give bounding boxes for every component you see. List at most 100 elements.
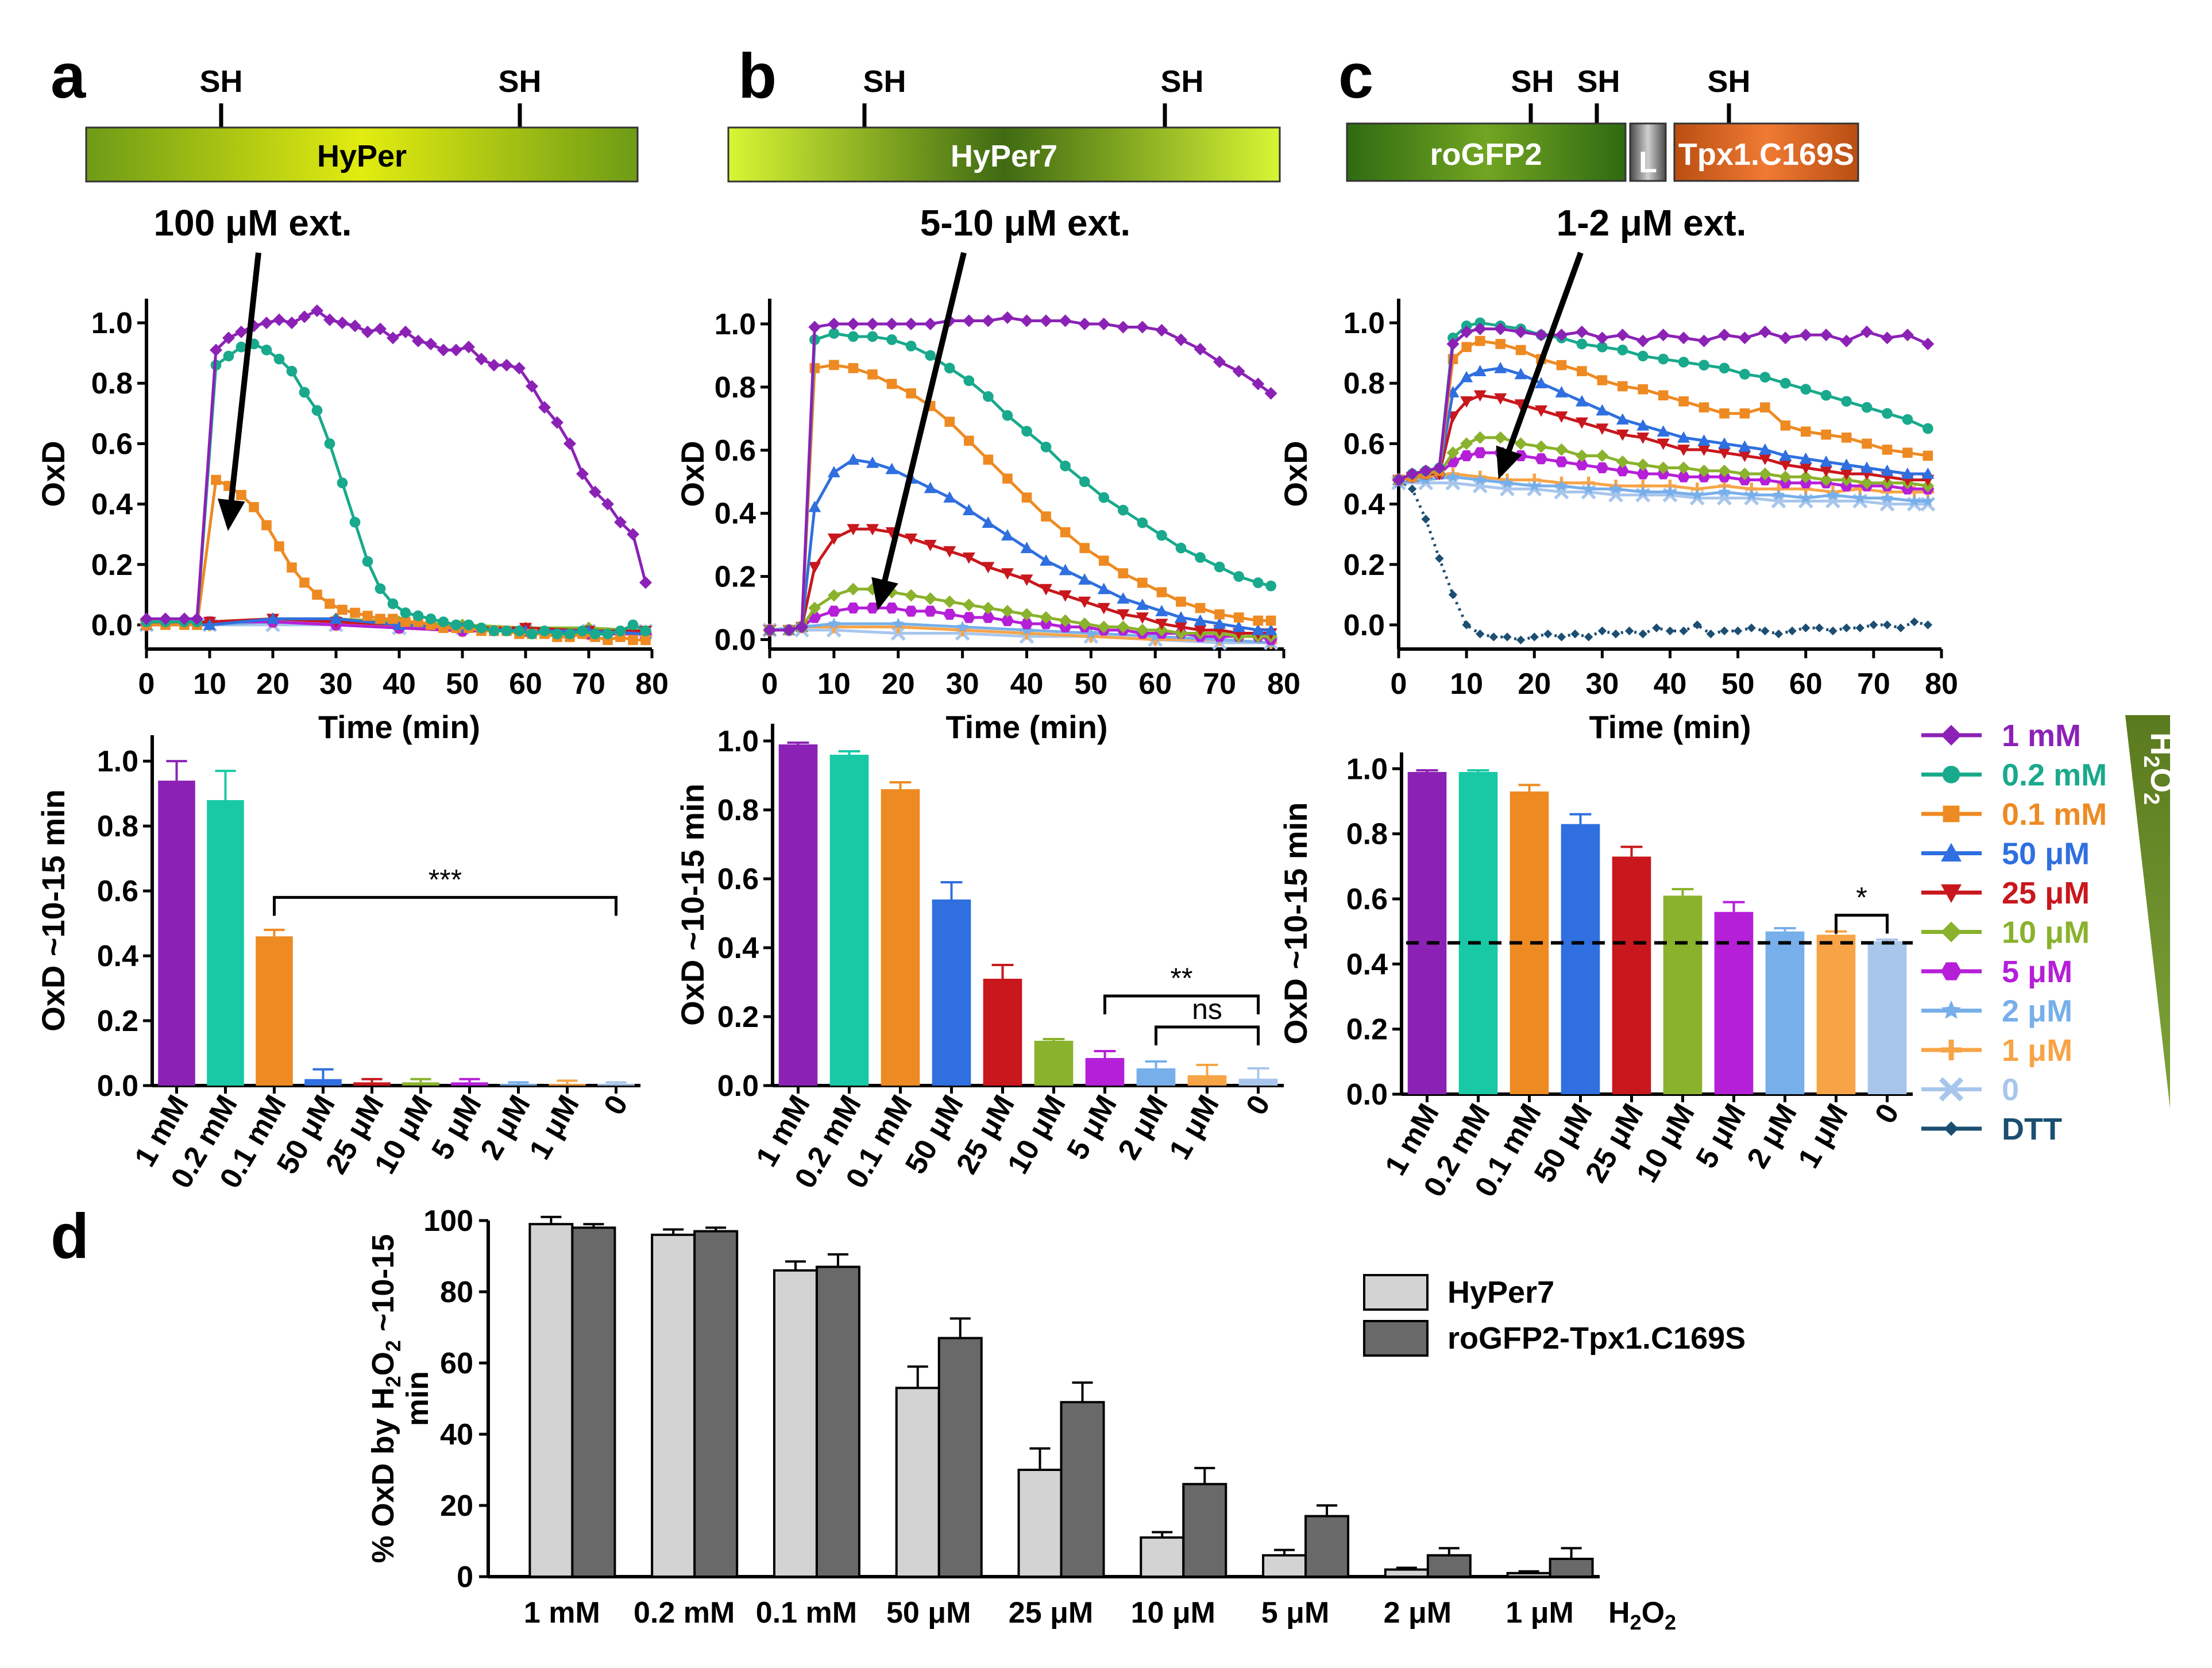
significance-bracket <box>1835 913 1889 934</box>
bar <box>1034 1041 1074 1086</box>
bar <box>1612 856 1651 1094</box>
y-axis-title-line2: min <box>400 1371 435 1426</box>
data-point <box>1638 384 1649 395</box>
data-point <box>312 589 322 600</box>
x-tick-label: 1 μM <box>1792 1098 1854 1174</box>
data-point <box>267 612 279 624</box>
data-point <box>1194 625 1207 637</box>
bar <box>304 1079 342 1086</box>
data-point <box>350 608 360 618</box>
data-point <box>1118 568 1129 578</box>
data-point <box>924 539 937 551</box>
data-point <box>640 626 651 636</box>
legend-item: 0.1 mM <box>1921 797 2107 832</box>
data-point <box>1020 574 1033 586</box>
y-tick-label: 60 <box>440 1347 473 1380</box>
sh-label: SH <box>1160 64 1203 99</box>
y-tick-label: 0.4 <box>715 497 756 531</box>
data-point <box>956 620 969 632</box>
data-point <box>1460 450 1473 461</box>
data-point <box>1609 482 1622 495</box>
data-point <box>1555 411 1568 423</box>
threshold-label: 100 μM ext. <box>153 202 352 244</box>
data-point <box>1020 608 1033 621</box>
series-line <box>770 363 1271 632</box>
significance-label: ns <box>1192 993 1222 1025</box>
x-tick-label: 30 <box>946 667 979 701</box>
data-point <box>311 304 323 318</box>
data-point <box>1002 410 1013 421</box>
series-line <box>770 527 1271 635</box>
data-point <box>1691 488 1704 500</box>
data-point <box>374 322 387 335</box>
data-point <box>1233 612 1244 623</box>
x-tick-label: 50 μM <box>886 1596 971 1630</box>
threshold-label: 5-10 μM ext. <box>920 202 1130 244</box>
data-point <box>1801 623 1810 632</box>
threshold-label: 1-2 μM ext. <box>1557 202 1747 244</box>
data-point <box>1175 621 1187 634</box>
construct-a: SH SH HyPer 100 μM ext. <box>85 64 639 244</box>
series-line <box>1398 478 1928 642</box>
data-point <box>639 576 652 589</box>
data-point <box>924 592 937 605</box>
data-point <box>905 533 918 545</box>
y-tick-label: 0.6 <box>97 875 138 908</box>
y-tick-label: 0.8 <box>1346 818 1388 851</box>
legend-marker <box>1941 962 1962 980</box>
data-point <box>1881 331 1894 345</box>
data-point <box>1447 470 1459 482</box>
data-point <box>1923 620 1933 630</box>
series-line <box>770 458 1271 632</box>
data-point <box>1636 458 1650 472</box>
series-line <box>146 342 647 636</box>
data-point <box>1758 443 1771 455</box>
data-point <box>325 599 335 609</box>
data-point <box>866 603 879 614</box>
x-tick-label: 80 <box>1267 667 1300 701</box>
data-point <box>1117 592 1130 604</box>
legend-marker <box>1939 1077 1964 1102</box>
data-point <box>983 454 994 465</box>
data-point <box>962 314 975 327</box>
data-point <box>925 350 936 361</box>
bar <box>1136 1068 1176 1086</box>
data-point <box>795 620 808 634</box>
legend-item: HyPer7 <box>1363 1274 1554 1311</box>
x-tick-label: 50 <box>1074 667 1107 701</box>
data-point <box>867 331 878 342</box>
data-point <box>1584 632 1593 642</box>
bar <box>1017 1469 1063 1578</box>
data-point <box>827 533 840 545</box>
legend-swatch <box>1363 1320 1429 1357</box>
x-tick-label: 70 <box>1203 667 1236 701</box>
data-point <box>1078 573 1091 585</box>
legend-item: 25 μM <box>1921 876 2090 910</box>
bar <box>1187 1075 1227 1086</box>
data-point <box>462 341 475 354</box>
data-point <box>808 562 821 574</box>
y-tick-label: 0.2 <box>1346 1013 1388 1047</box>
data-point <box>1421 515 1430 524</box>
y-tick-label: 0.8 <box>91 367 133 400</box>
y-tick-label: 0.2 <box>717 1001 759 1034</box>
data-point <box>867 369 878 380</box>
data-point <box>1233 571 1245 582</box>
data-point <box>905 605 918 617</box>
data-point <box>1535 377 1548 389</box>
data-point <box>1117 321 1130 334</box>
y-axis-title: OxD <box>35 441 71 507</box>
data-point <box>285 316 298 330</box>
legend-item: 1 mM <box>1921 719 2081 753</box>
x-axis-title: Time (min) <box>318 709 480 745</box>
data-point <box>1799 452 1812 464</box>
data-point <box>1921 495 1934 507</box>
y-tick-label: 0.4 <box>97 940 138 973</box>
data-point <box>1657 461 1670 474</box>
bar <box>1238 1079 1278 1086</box>
data-point <box>1555 329 1568 342</box>
data-point <box>323 313 336 326</box>
data-point <box>1433 461 1446 474</box>
bar <box>983 979 1022 1086</box>
legend-item: 1 μM <box>1921 1033 2072 1068</box>
